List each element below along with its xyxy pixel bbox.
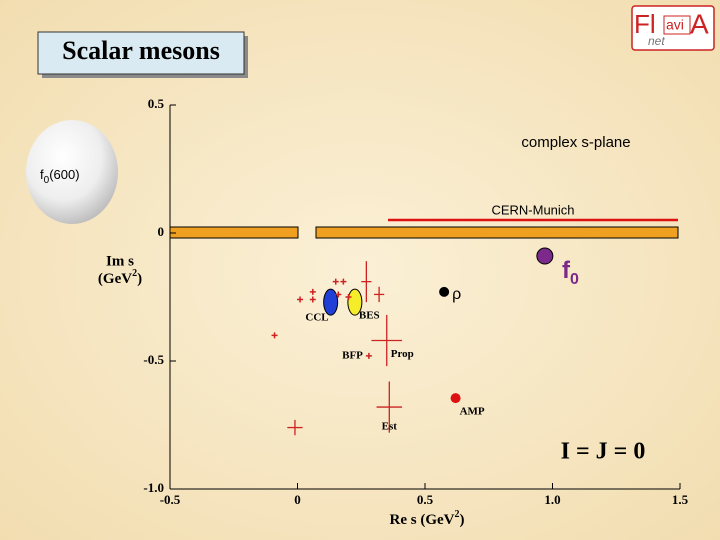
egg: [26, 120, 118, 224]
point: [536, 247, 554, 265]
egg-label-rest: (600): [49, 167, 79, 182]
real-axis-band: [315, 226, 679, 239]
x-tick-label: -0.5: [160, 492, 181, 507]
y-tick-label: -1.0: [143, 480, 164, 495]
y-label-line1: Im s: [106, 253, 134, 269]
y-tick-label: 0: [158, 224, 165, 239]
x-tick-label: 1.5: [672, 492, 689, 507]
y-tick-label: -0.5: [143, 352, 164, 367]
y-label-sup: 2: [132, 268, 137, 279]
point-label: Est: [382, 421, 398, 433]
x-label: Re s (GeV2): [390, 509, 465, 528]
x-tick-label: 0.5: [417, 492, 434, 507]
point-label: BFP: [342, 349, 363, 361]
y-tick-label: 0.5: [148, 96, 165, 111]
real-axis-band: [169, 226, 299, 239]
logo-sub: net: [648, 34, 665, 48]
slide-title: Scalar mesons: [62, 36, 220, 65]
plane-label: complex s-plane: [521, 134, 630, 151]
logo-box-text: avi: [666, 17, 684, 33]
f0-sub: 0: [570, 271, 579, 288]
point: [309, 296, 316, 303]
point-label: CCL: [305, 312, 328, 324]
f0-label: f0: [562, 257, 579, 288]
isospin-label: I = J = 0: [561, 439, 646, 465]
point-label: AMP: [460, 406, 485, 418]
x-label-end: ): [459, 512, 464, 528]
point: [309, 288, 316, 295]
egg-label: f0(600): [40, 167, 80, 185]
point-label: Prop: [391, 348, 414, 360]
point: [323, 288, 339, 316]
logo-right: A: [690, 8, 709, 39]
x-tick-label: 0: [294, 492, 301, 507]
point: [345, 294, 352, 300]
f0-main: f: [562, 257, 571, 284]
egg-label-sub: 0: [44, 175, 50, 186]
point: [450, 393, 461, 404]
point: [271, 332, 278, 339]
point: [340, 278, 347, 285]
cern-label: CERN-Munich: [491, 202, 574, 217]
x-tick-label: 1.0: [544, 492, 560, 507]
point: [297, 296, 304, 303]
x-label-main: Re s (GeV: [390, 512, 455, 528]
point: [365, 352, 372, 359]
point-label: ρ: [452, 286, 461, 303]
egg-label-main: f: [40, 167, 44, 182]
y-label-main: (GeV: [98, 271, 132, 287]
logo-left: Fl: [634, 9, 656, 39]
point: [439, 286, 450, 297]
point: [335, 291, 342, 298]
y-label: (GeV2): [98, 268, 142, 287]
point-label: BES: [359, 310, 380, 322]
point: [347, 288, 363, 316]
title-box: [37, 31, 245, 75]
y-label-end: ): [137, 271, 142, 287]
x-label-sup: 2: [454, 509, 459, 520]
logo-box: [663, 15, 691, 35]
point: [332, 278, 339, 285]
